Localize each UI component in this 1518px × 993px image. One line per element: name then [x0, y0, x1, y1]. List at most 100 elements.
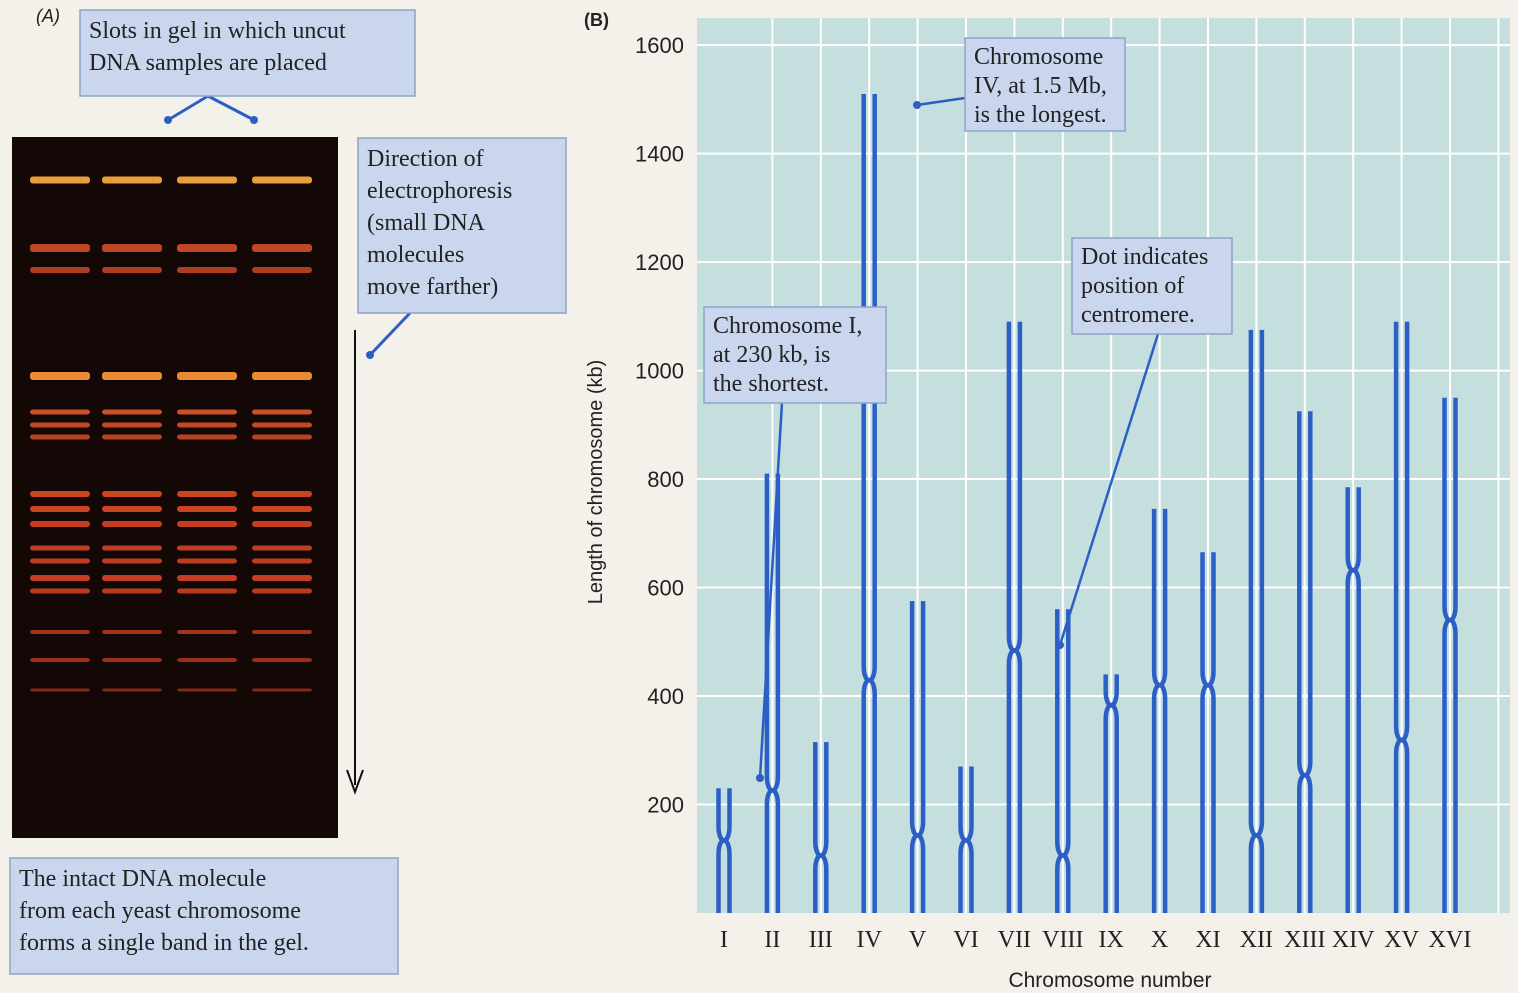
leader-dot [756, 774, 764, 782]
centromere [1399, 737, 1405, 743]
gel-band [177, 688, 237, 692]
gel-band [252, 630, 312, 634]
gel-band [102, 506, 162, 512]
gel [12, 137, 338, 838]
gel-band [252, 491, 312, 497]
y-tick-label: 200 [647, 793, 684, 818]
callout-text: IV, at 1.5 Mb, [974, 73, 1107, 99]
gel-band [177, 244, 237, 252]
leader-dot [366, 351, 374, 359]
leader-dot [164, 116, 172, 124]
callout-box [964, 37, 1126, 132]
centromere [818, 853, 824, 859]
y-tick-label: 400 [647, 684, 684, 709]
gel-band [102, 422, 162, 428]
x-tick-label: XVI [1429, 927, 1472, 953]
gel-band [102, 176, 162, 184]
y-tick-label: 1400 [635, 142, 684, 167]
gel-band [252, 372, 312, 380]
callout-text: move farther) [367, 274, 498, 300]
leader [167, 94, 209, 122]
gel-band [30, 244, 90, 252]
leader-dot [250, 116, 258, 124]
centromere [915, 832, 921, 838]
x-tick-label: VI [953, 927, 978, 953]
callout-text: electrophoresis [367, 178, 512, 204]
arrow-head [346, 769, 364, 795]
gel-band [30, 506, 90, 512]
gel-band [102, 588, 162, 594]
gel-band [177, 422, 237, 428]
x-axis-label: Chromosome number [1008, 969, 1211, 992]
centromere [1253, 832, 1259, 838]
gel-band [102, 630, 162, 634]
gel-band [252, 267, 312, 273]
callout-text: Dot indicates [1081, 244, 1208, 270]
gel-band [102, 521, 162, 527]
panel-label: (A) [36, 6, 60, 26]
x-tick-label: IX [1099, 927, 1124, 953]
callout-box [9, 857, 399, 975]
gel-band [102, 434, 162, 440]
gel-band [177, 630, 237, 634]
callout-text: at 230 kb, is [713, 342, 830, 368]
x-tick-label: XIII [1284, 927, 1325, 953]
callout-box [1071, 237, 1233, 335]
leader-dot [1056, 641, 1064, 649]
gel-band [30, 372, 90, 380]
callout-text: is the longest. [974, 102, 1107, 128]
gel-band [177, 575, 237, 581]
x-tick-label: IV [857, 927, 883, 953]
callout-text: The intact DNA molecule [19, 866, 266, 892]
callout-text: centromere. [1081, 302, 1195, 328]
panel-label: (B) [584, 10, 609, 30]
x-tick-label: XV [1384, 927, 1419, 953]
leader [916, 96, 966, 107]
panel-b: (B) 200 400 600 800 1000 1200 1400 1600 Length of… [584, 10, 1510, 992]
centromere [1350, 567, 1356, 573]
gel-band [102, 491, 162, 497]
gel-band [102, 575, 162, 581]
gel-band [30, 491, 90, 497]
callout-text: Chromosome I, [713, 313, 862, 339]
gel-band [252, 244, 312, 252]
y-tick-label: 1200 [635, 250, 684, 275]
centromere [769, 787, 775, 793]
centromere [1302, 772, 1308, 778]
gel-band [252, 176, 312, 184]
callout-text: Chromosome [974, 44, 1103, 70]
gel-band [252, 688, 312, 692]
gel-band [252, 422, 312, 428]
callout-box [79, 9, 416, 97]
gel-band [102, 558, 162, 564]
centromere [1157, 682, 1163, 688]
centromere [1447, 617, 1453, 623]
x-tick-label: I [720, 927, 728, 953]
callout-text: from each yeast chromosome [19, 898, 301, 924]
leader [758, 401, 784, 779]
gel-band [30, 176, 90, 184]
gel-band [102, 688, 162, 692]
gel-band [102, 658, 162, 662]
x-tick-label: VII [998, 927, 1031, 953]
gel-band [30, 434, 90, 440]
callout-text: DNA samples are placed [89, 50, 327, 76]
gel-band [252, 575, 312, 581]
centromere [1060, 853, 1066, 859]
gel-band [252, 506, 312, 512]
gel-band [30, 521, 90, 527]
centromere [721, 837, 727, 843]
x-tick-label: VIII [1042, 927, 1083, 953]
leader-dot [913, 101, 921, 109]
gel-band [177, 176, 237, 184]
gel-bands [30, 176, 312, 692]
gel-band [30, 558, 90, 564]
gel-band [30, 545, 90, 551]
gel-band [252, 409, 312, 415]
gel-band [30, 588, 90, 594]
centromere [866, 677, 872, 683]
callout-box [703, 306, 887, 404]
centromere [1205, 682, 1211, 688]
gel-band [177, 372, 237, 380]
gel-band [102, 372, 162, 380]
